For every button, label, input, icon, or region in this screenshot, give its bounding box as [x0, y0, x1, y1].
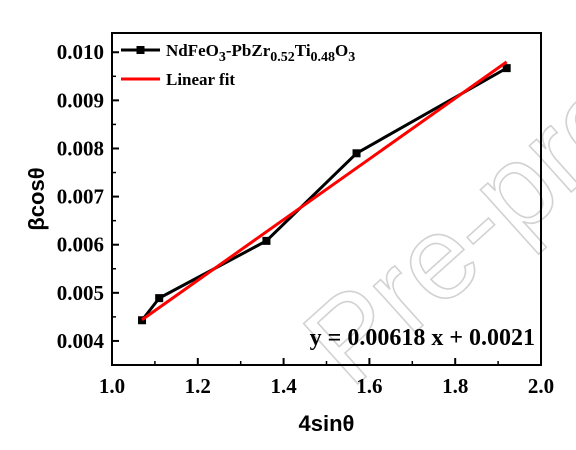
x-tick-label: 1.4 [270, 374, 297, 398]
x-axis-ticks: 1.0 1.2 1.4 1.6 1.8 2.0 [99, 358, 554, 398]
y-tick-label: 0.005 [57, 281, 104, 305]
legend-label-subscript: 0.48 [311, 50, 336, 65]
y-axis-ticks: 0.004 0.005 0.006 0.007 0.008 0.009 0.010 [57, 40, 119, 353]
linear-fit-line [141, 60, 508, 321]
legend-marker-data [136, 46, 145, 54]
x-tick-label: 1.6 [356, 374, 382, 398]
x-tick-label: 1.0 [99, 374, 125, 398]
x-tick-label: 2.0 [528, 374, 554, 398]
legend-label-subscript: 3 [219, 50, 226, 65]
x-tick-label: 1.2 [185, 374, 211, 398]
y-axis-title: βcosθ [24, 167, 49, 230]
legend-label-subscript: 3 [348, 50, 355, 65]
data-point-marker [155, 294, 164, 303]
series-layer [138, 60, 511, 325]
y-tick-label: 0.008 [57, 136, 104, 160]
x-axis-title: 4sinθ [299, 411, 355, 436]
y-tick-label: 0.006 [57, 233, 104, 257]
data-point-marker [138, 316, 147, 325]
y-tick-label: 0.010 [57, 40, 104, 64]
y-tick-label: 0.007 [57, 185, 104, 209]
data-point-marker [352, 149, 361, 158]
legend-label-part: Ti [295, 41, 311, 60]
legend-label-part: NdFeO [166, 41, 219, 60]
y-tick-label: 0.009 [57, 88, 104, 112]
legend-label-part: -PbZr [226, 41, 271, 60]
data-point-marker [502, 64, 511, 73]
fit-equation-annotation: y = 0.00618 x + 0.0021 [310, 325, 535, 351]
data-point-marker [262, 236, 271, 245]
y-tick-label: 0.004 [57, 329, 105, 353]
x-tick-label: 1.8 [442, 374, 468, 398]
legend-label-fit: Linear fit [166, 70, 235, 89]
legend-label-subscript: 0.52 [270, 50, 295, 65]
legend-label-part: O [335, 41, 348, 60]
legend-label-data: NdFeO3-PbZr0.52Ti0.48O3 [166, 41, 355, 65]
